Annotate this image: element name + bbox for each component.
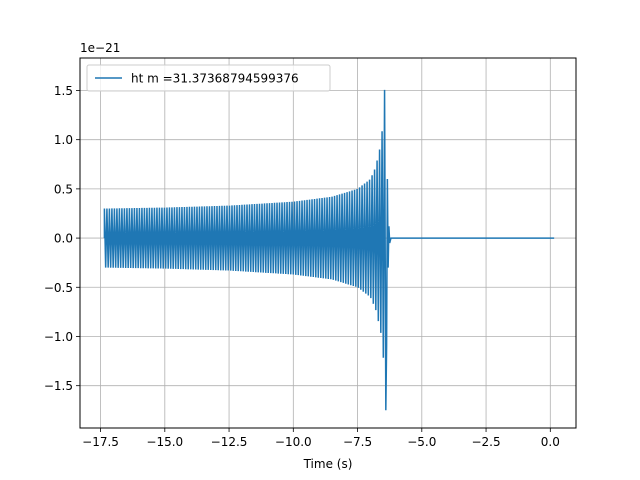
y-tick-label: 1.0: [54, 133, 73, 147]
x-tick-label: −17.5: [82, 435, 119, 449]
series-line: [103, 89, 555, 411]
y-tick-label: 1.5: [54, 84, 73, 98]
x-tick-label: −10.0: [275, 435, 312, 449]
legend-box: [86, 64, 331, 92]
x-tick-label: −12.5: [211, 435, 248, 449]
plot-area-frame: [79, 57, 577, 429]
y-tick-label: −1.0: [44, 330, 73, 344]
series-layer: [103, 89, 555, 411]
y-axis: −1.5 −1.0 −0.5 0.0 0.5 1.0 1.5: [44, 84, 80, 393]
y-scale-text: 1e−21: [80, 41, 120, 55]
x-tick-label: 0.0: [541, 435, 560, 449]
y-tick-label: −1.5: [44, 379, 73, 393]
x-axis-label: Time (s): [303, 457, 353, 471]
x-tick-label: −5.0: [407, 435, 436, 449]
legend-label: ht m =31.37368794599376: [131, 72, 299, 86]
y-tick-label: 0.0: [54, 232, 73, 246]
x-tick-label: −2.5: [471, 435, 500, 449]
x-axis: −17.5 −15.0 −12.5 −10.0 −7.5 −5.0 −2.5 0.0: [82, 428, 560, 449]
legend: ht m =31.37368794599376: [86, 64, 331, 92]
x-tick-label: −15.0: [146, 435, 183, 449]
y-tick-label: −0.5: [44, 281, 73, 295]
y-tick-label: 0.5: [54, 182, 73, 196]
x-tick-label: −7.5: [343, 435, 372, 449]
